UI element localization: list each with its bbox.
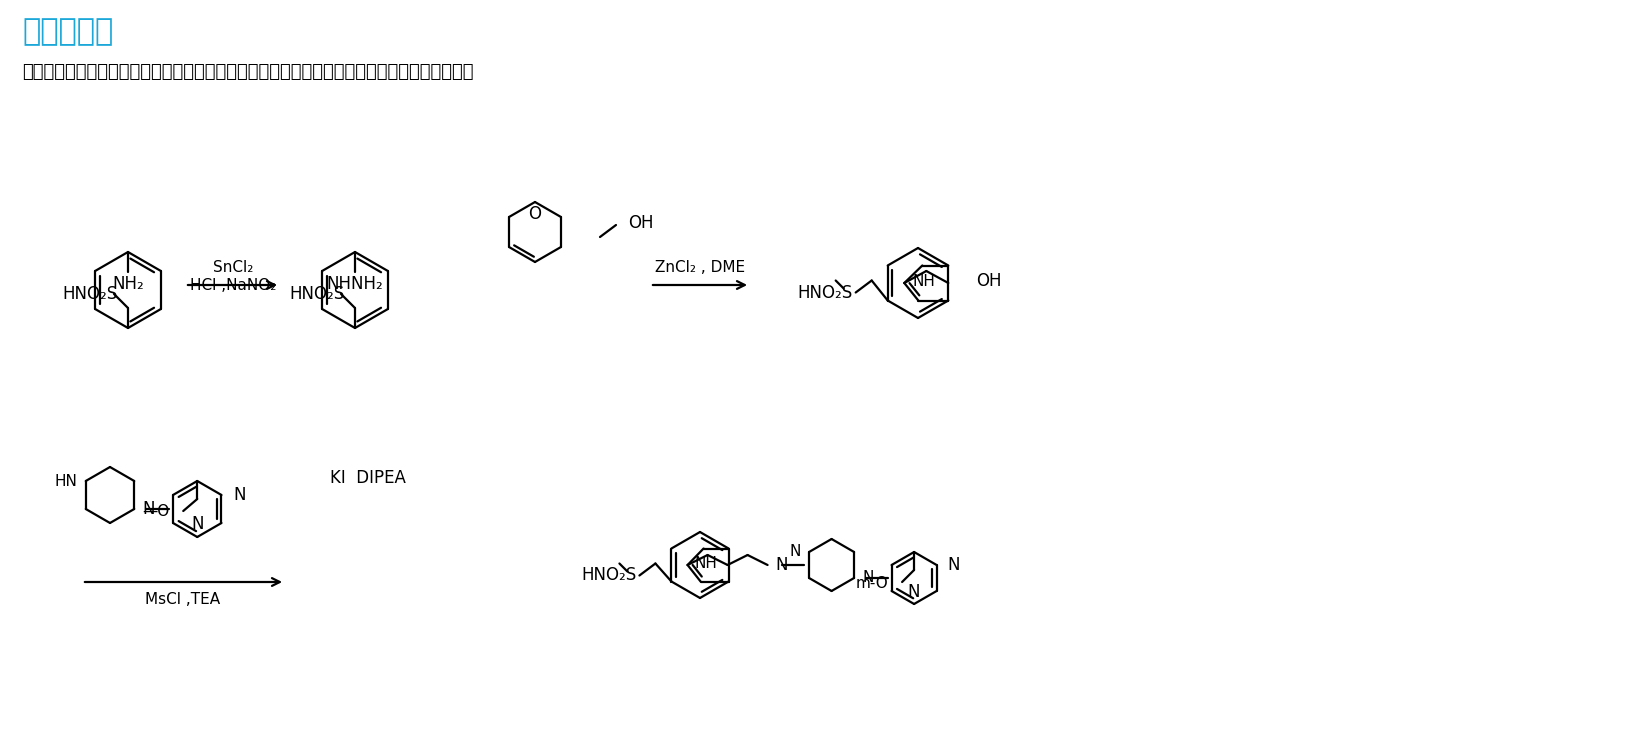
Text: N: N (862, 570, 873, 586)
Text: HNO₂S: HNO₂S (62, 285, 117, 303)
Text: HNO₂S: HNO₂S (798, 283, 853, 302)
Text: m-O: m-O (855, 576, 888, 592)
Text: N: N (789, 545, 801, 559)
Text: —O: —O (143, 503, 169, 518)
Text: O: O (528, 205, 542, 223)
Text: HN: HN (54, 473, 77, 489)
Text: ZnCl₂ , DME: ZnCl₂ , DME (655, 260, 745, 275)
Text: N: N (776, 556, 788, 574)
Text: N: N (947, 556, 960, 574)
Text: KI  DIPEA: KI DIPEA (330, 469, 405, 487)
Text: N: N (190, 515, 203, 533)
Text: 杂环化合物是分子中含有杂环结构的有机化合物，最常见的杂原子是氮原子、硫原子、氧原子。: 杂环化合物是分子中含有杂环结构的有机化合物，最常见的杂原子是氮原子、硫原子、氧原… (21, 63, 474, 81)
Text: SnCl₂: SnCl₂ (213, 260, 253, 275)
Text: N: N (233, 486, 246, 504)
Text: N: N (907, 583, 921, 601)
Text: HNO₂S: HNO₂S (289, 285, 345, 303)
Text: NH₂: NH₂ (112, 275, 144, 293)
Text: 杂环化合物: 杂环化合物 (21, 18, 113, 46)
Text: HCl ,NaNO₂: HCl ,NaNO₂ (190, 277, 276, 292)
Text: OH: OH (629, 214, 653, 232)
Text: NHNH₂: NHNH₂ (327, 275, 384, 293)
Text: OH: OH (976, 272, 1001, 290)
Text: NH: NH (912, 274, 935, 289)
Text: N: N (143, 500, 154, 518)
Text: HNO₂S: HNO₂S (581, 567, 637, 584)
Text: MsCl ,TEA: MsCl ,TEA (146, 592, 220, 607)
Text: NH: NH (694, 556, 717, 571)
